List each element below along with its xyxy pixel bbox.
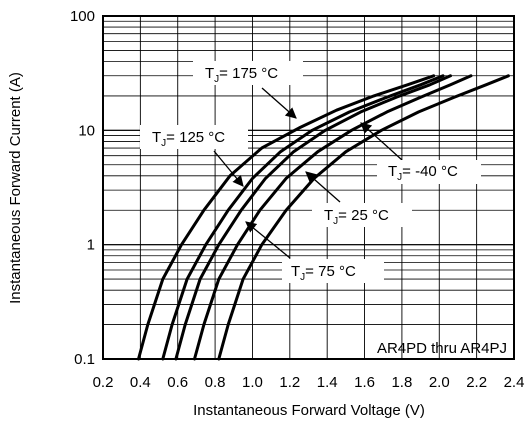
y-tick-label: 100 — [70, 8, 95, 25]
x-tick-label: 2.0 — [429, 374, 450, 391]
x-tick-label: 1.8 — [391, 374, 412, 391]
x-tick-label: 2.4 — [504, 374, 525, 391]
x-tick-label: 1.4 — [317, 374, 338, 391]
x-tick-label: 1.6 — [354, 374, 375, 391]
y-tick-label: 1 — [87, 237, 95, 254]
x-tick-label: 1.2 — [279, 374, 300, 391]
x-tick-label: 0.2 — [93, 374, 114, 391]
plot-frame — [103, 16, 514, 359]
x-tick-label: 1.0 — [242, 374, 263, 391]
series-label-arrow — [262, 88, 296, 118]
grid — [103, 16, 514, 359]
y-tick-label: 10 — [78, 122, 95, 139]
y-tick-label: 0.1 — [74, 351, 95, 368]
y-axis-label: Instantaneous Forward Current (A) — [7, 72, 24, 304]
x-tick-label: 0.4 — [130, 374, 151, 391]
x-tick-label: 2.2 — [466, 374, 487, 391]
model-note: AR4PD thru AR4PJ — [377, 340, 507, 357]
x-tick-label: 0.6 — [167, 374, 188, 391]
series-label-arrow — [306, 172, 340, 202]
x-tick-label: 0.8 — [205, 374, 226, 391]
x-axis-label: Instantaneous Forward Voltage (V) — [193, 402, 425, 419]
